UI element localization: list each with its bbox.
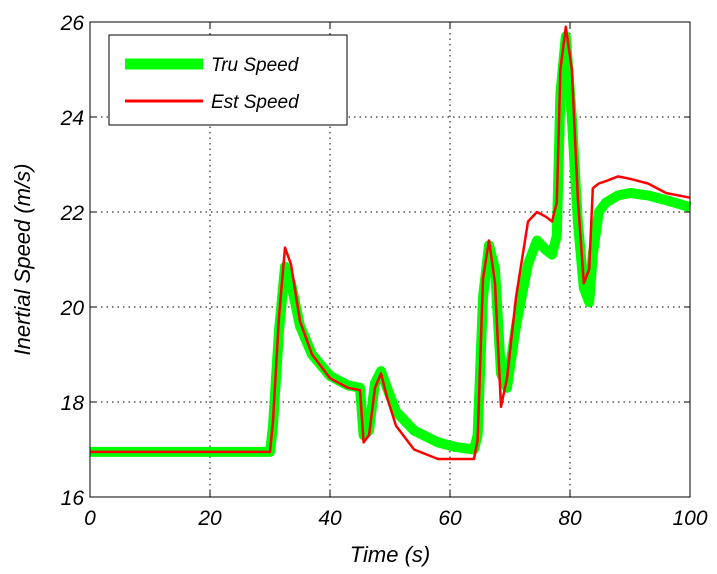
x-tick-label: 100	[672, 507, 707, 530]
x-tick-label: 80	[558, 507, 582, 530]
legend: Tru Speed Est Speed	[108, 34, 348, 126]
y-tick-label: 20	[60, 297, 85, 320]
legend-box	[108, 34, 348, 126]
y-tick-label: 22	[60, 202, 85, 225]
x-tick-label: 40	[318, 507, 342, 530]
series-line-est-speed	[90, 25, 691, 461]
legend-label-tru-speed: Tru Speed	[211, 55, 300, 76]
legend-label-est-speed: Est Speed	[211, 92, 300, 113]
x-tick-label: 20	[197, 507, 222, 530]
tick-labels: 0 20 40 60 80 100 16 18 20 22 24 26	[60, 12, 708, 530]
series-layer	[90, 25, 692, 461]
x-tick-label: 0	[84, 507, 96, 530]
y-tick-label: 16	[61, 487, 85, 510]
axis-ticks	[89, 21, 691, 498]
x-tick-label: 60	[438, 507, 462, 530]
y-tick-label: 26	[60, 12, 85, 35]
x-axis-label: Time (s)	[350, 542, 430, 567]
y-tick-label: 24	[60, 107, 84, 130]
plot-frame	[89, 21, 691, 498]
y-tick-label: 18	[61, 392, 85, 415]
y-axis-label: Inertial Speed (m/s)	[10, 164, 35, 356]
